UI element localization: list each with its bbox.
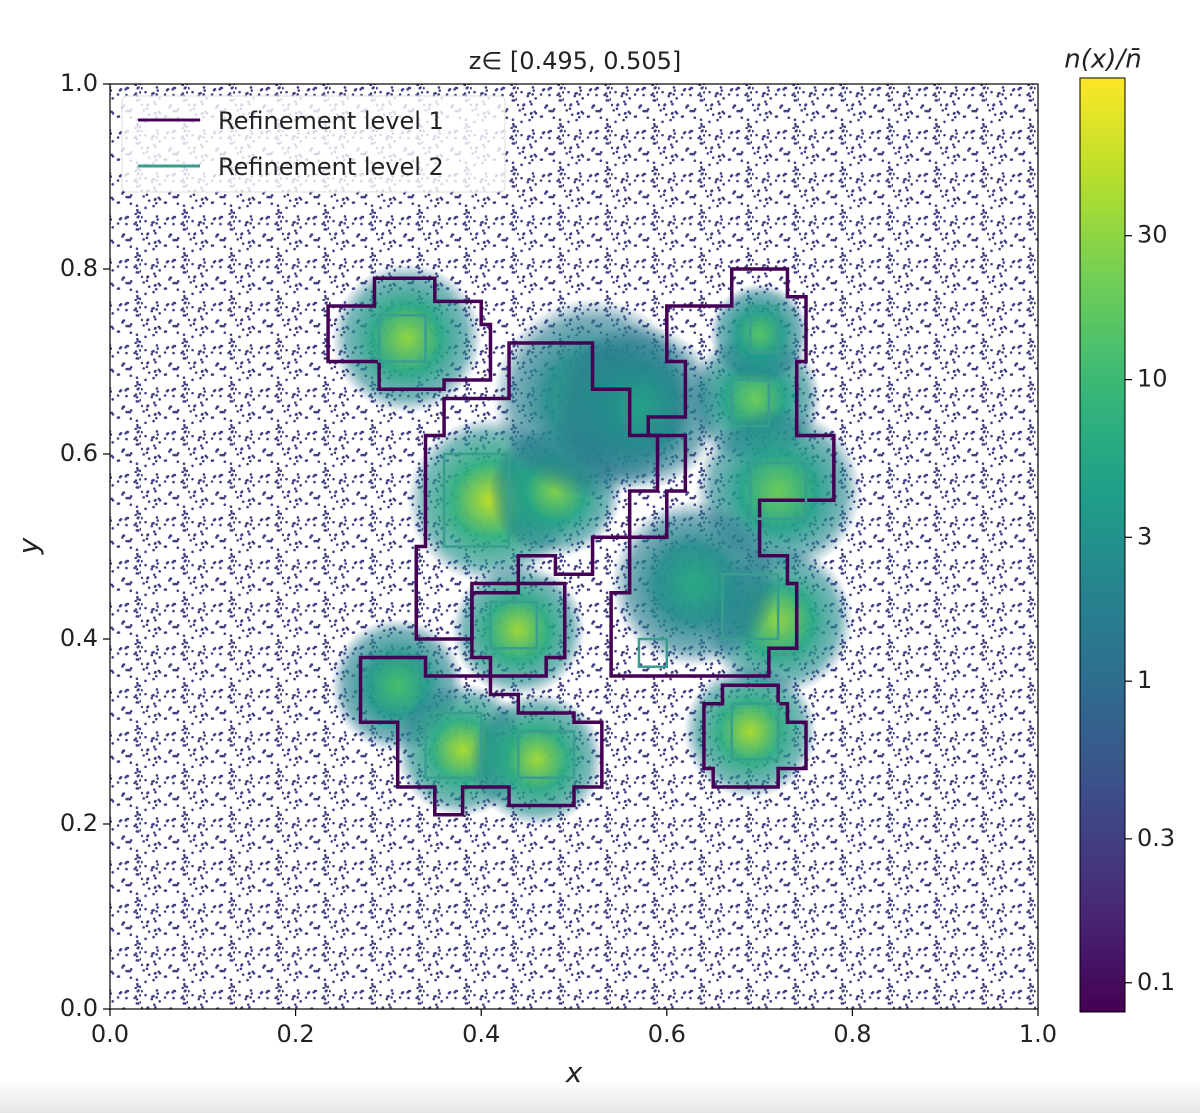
x-tick-label: 1.0 [1019,1020,1057,1048]
colorbar-tick-label: 3 [1137,522,1152,550]
y-axis-label: y [12,537,45,555]
refinement-contour [749,462,808,520]
y-tick-label: 0.8 [60,254,98,282]
plot-area [110,84,1038,1009]
refinement-contour [730,702,780,761]
refinement-contour [721,573,780,641]
colorbar-label: n(x)/n̄ [1064,45,1141,75]
density-cluster [470,692,604,827]
x-tick-label: 0.4 [462,1020,500,1048]
legend-label: Refinement level 2 [218,153,444,181]
refinement-contour [358,655,604,817]
plot-frame [109,83,1039,1010]
refinement-contour [326,276,493,391]
y-tick-label: 1.0 [60,69,98,97]
y-tick-label: 0.0 [60,994,98,1022]
legend-label: Refinement level 1 [218,107,444,135]
refinement-contour [442,452,511,548]
x-tick-label: 0.2 [277,1020,315,1048]
density-cluster [683,664,818,799]
refinement-contour [749,304,780,354]
x-tick-label: 0.8 [833,1020,871,1048]
refinement-contour [517,730,576,779]
refinement-contour [489,600,539,650]
window-edge [0,1080,1200,1113]
y-tick-label: 0.2 [60,809,98,837]
refinement-contour [470,581,567,678]
refinement-contour [609,267,836,678]
refinement-contour [414,341,660,641]
refinement-contour [377,314,427,363]
density-cluster [555,324,723,492]
colorbar-tick-label: 30 [1137,221,1168,249]
x-tick-label: 0.0 [91,1020,129,1048]
y-tick-label: 0.6 [60,439,98,467]
refinement-contour [702,683,808,789]
colorbar-tick-label: 0.3 [1137,824,1175,852]
refinement-contour [424,711,483,779]
density-cluster [451,562,586,697]
refinement-contour [637,637,669,668]
colorbar-tick-label: 0.1 [1137,968,1175,996]
x-tick-label: 0.6 [648,1020,686,1048]
chart-title: z∈ [0.495, 0.505] [469,47,682,75]
refinement-contour [730,378,771,428]
legend-box [121,95,506,193]
colorbar-tick-label: 10 [1137,365,1168,393]
x-axis-label: x [565,1056,583,1089]
y-tick-label: 0.4 [60,624,98,652]
colorbar-tick-label: 1 [1137,666,1152,694]
density-cluster [709,283,810,384]
density-cluster [611,499,779,668]
colorbar [1079,77,1126,1013]
